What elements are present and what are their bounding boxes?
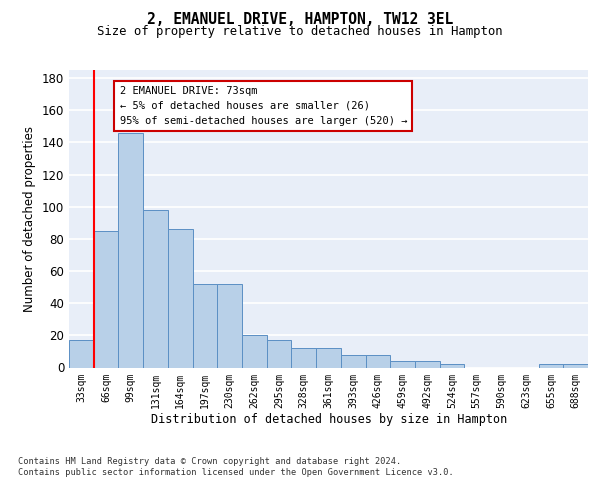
Bar xyxy=(415,361,440,368)
Bar xyxy=(365,354,390,368)
Bar xyxy=(168,229,193,368)
Text: Size of property relative to detached houses in Hampton: Size of property relative to detached ho… xyxy=(97,25,503,38)
Bar xyxy=(118,132,143,368)
Text: 2, EMANUEL DRIVE, HAMPTON, TW12 3EL: 2, EMANUEL DRIVE, HAMPTON, TW12 3EL xyxy=(147,12,453,28)
Bar xyxy=(292,348,316,368)
Bar xyxy=(390,361,415,368)
Bar xyxy=(94,231,118,368)
Bar xyxy=(440,364,464,368)
Bar xyxy=(316,348,341,368)
Bar xyxy=(193,284,217,368)
Bar xyxy=(69,340,94,367)
Bar xyxy=(143,210,168,368)
Text: Distribution of detached houses by size in Hampton: Distribution of detached houses by size … xyxy=(151,412,507,426)
Bar xyxy=(217,284,242,368)
Bar xyxy=(341,354,365,368)
Y-axis label: Number of detached properties: Number of detached properties xyxy=(23,126,36,312)
Bar xyxy=(242,336,267,368)
Bar xyxy=(267,340,292,367)
Text: 2 EMANUEL DRIVE: 73sqm
← 5% of detached houses are smaller (26)
95% of semi-deta: 2 EMANUEL DRIVE: 73sqm ← 5% of detached … xyxy=(119,86,407,126)
Text: Contains HM Land Registry data © Crown copyright and database right 2024.
Contai: Contains HM Land Registry data © Crown c… xyxy=(18,458,454,477)
Bar xyxy=(563,364,588,368)
Bar xyxy=(539,364,563,368)
